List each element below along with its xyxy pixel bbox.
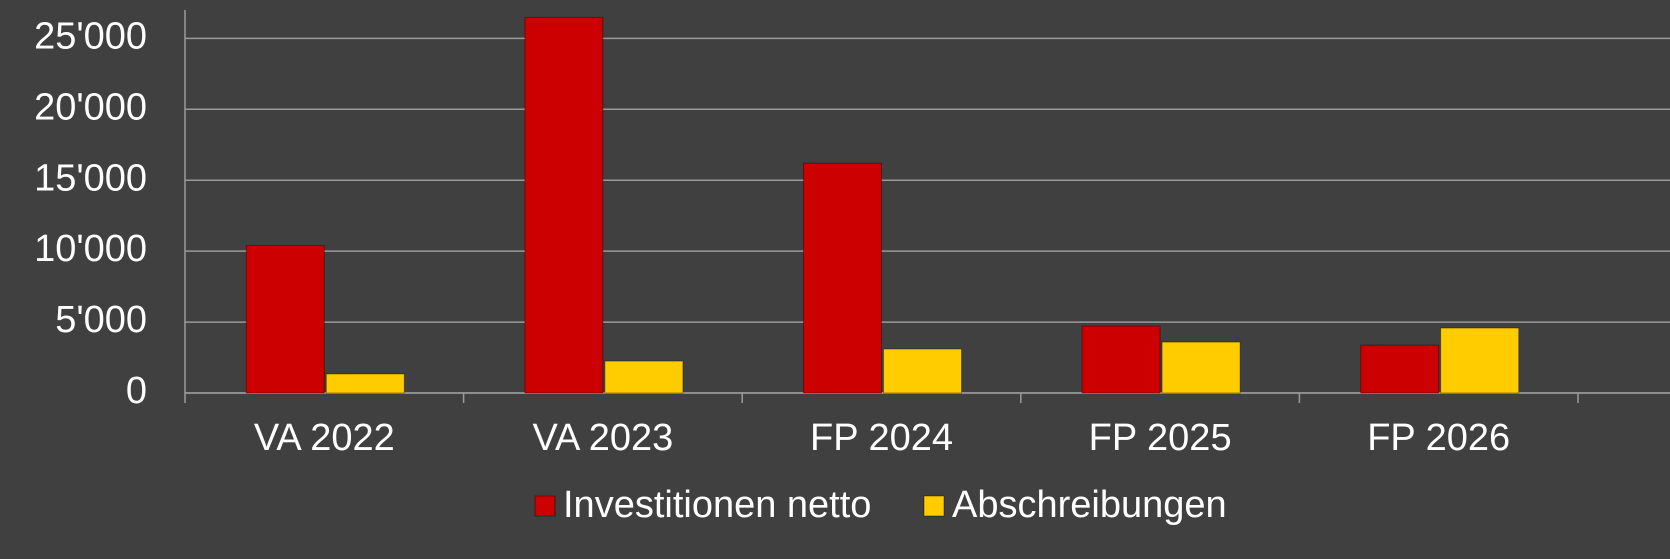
y-tick-label: 0: [126, 370, 147, 412]
x-tick-label: VA 2022: [254, 417, 395, 459]
x-tick-label: FP 2025: [1089, 417, 1232, 459]
x-tick-label: VA 2023: [532, 417, 673, 459]
bar: [1360, 344, 1440, 394]
legend-swatch: [534, 495, 556, 517]
bar: [604, 360, 684, 394]
bar: [524, 16, 604, 394]
bar: [883, 348, 962, 394]
bar: [803, 162, 882, 394]
bar: [245, 244, 325, 394]
legend-label: Investitionen netto: [563, 484, 871, 526]
x-tick-label: FP 2026: [1367, 417, 1510, 459]
legend-label: Abschreibungen: [952, 484, 1227, 526]
bar: [325, 373, 405, 394]
y-tick-label: 25'000: [34, 15, 147, 57]
bar: [1081, 325, 1161, 394]
y-tick-label: 15'000: [34, 157, 147, 199]
y-tick-label: 20'000: [34, 86, 147, 128]
x-tick-label: FP 2024: [810, 417, 953, 459]
bar: [1440, 327, 1520, 394]
y-tick-label: 5'000: [55, 299, 147, 341]
y-tick-label: 10'000: [34, 228, 147, 270]
legend-swatch: [923, 495, 945, 517]
bar: [1161, 341, 1241, 394]
